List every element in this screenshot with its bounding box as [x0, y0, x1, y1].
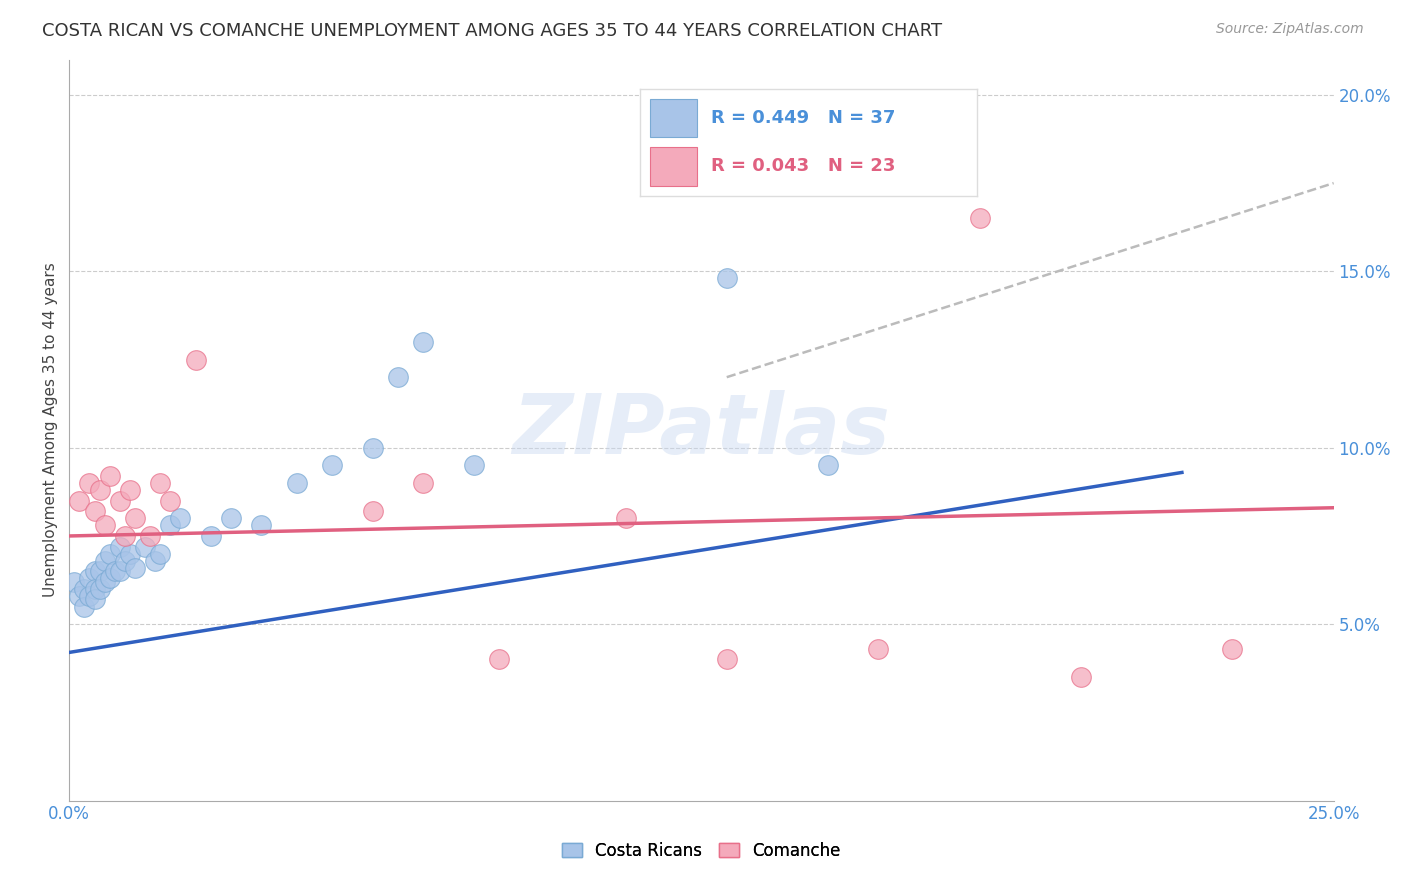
Point: [73, 599, 96, 614]
Point: [79, 589, 101, 603]
Point: [285, 476, 308, 491]
Point: [143, 554, 166, 568]
Point: [83, 592, 105, 607]
Point: [83, 564, 105, 578]
Point: [412, 334, 434, 349]
Point: [149, 547, 172, 561]
Y-axis label: Unemployment Among Ages 35 to 44 years: Unemployment Among Ages 35 to 44 years: [44, 263, 58, 598]
Point: [463, 458, 485, 473]
Point: [73, 582, 96, 596]
Point: [250, 518, 273, 533]
Point: [118, 547, 141, 561]
Point: [1070, 670, 1092, 684]
Point: [108, 564, 131, 578]
Point: [93, 574, 115, 589]
Point: [67, 493, 90, 508]
Point: [108, 493, 131, 508]
Point: [817, 458, 839, 473]
Point: [200, 529, 222, 543]
Point: [716, 652, 738, 666]
Point: [219, 511, 242, 525]
Point: [321, 458, 343, 473]
Bar: [650, 99, 697, 137]
Point: [114, 554, 136, 568]
Point: [108, 540, 131, 554]
Point: [98, 469, 121, 483]
Text: Source: ZipAtlas.com: Source: ZipAtlas.com: [1216, 22, 1364, 37]
Point: [118, 483, 141, 497]
Point: [98, 571, 121, 585]
Point: [1222, 641, 1244, 656]
Point: [184, 352, 207, 367]
Point: [488, 652, 510, 666]
Point: [716, 271, 738, 285]
Point: [104, 564, 127, 578]
Point: [169, 511, 191, 525]
Point: [89, 483, 111, 497]
Point: [83, 504, 105, 518]
Point: [149, 476, 172, 491]
Point: [93, 518, 115, 533]
Point: [139, 529, 162, 543]
Text: R = 0.043   N = 23: R = 0.043 N = 23: [710, 157, 896, 175]
Point: [93, 554, 115, 568]
Bar: [650, 147, 697, 186]
Point: [89, 582, 111, 596]
Point: [67, 589, 90, 603]
Point: [114, 529, 136, 543]
Point: [63, 574, 86, 589]
Point: [361, 504, 384, 518]
Point: [89, 564, 111, 578]
Point: [969, 211, 991, 226]
Point: [387, 370, 409, 384]
Point: [159, 493, 181, 508]
Text: ZIPatlas: ZIPatlas: [513, 390, 890, 471]
Point: [614, 511, 637, 525]
Point: [868, 641, 890, 656]
Text: R = 0.449   N = 37: R = 0.449 N = 37: [710, 109, 896, 127]
Text: COSTA RICAN VS COMANCHE UNEMPLOYMENT AMONG AGES 35 TO 44 YEARS CORRELATION CHART: COSTA RICAN VS COMANCHE UNEMPLOYMENT AMO…: [42, 22, 942, 40]
Point: [124, 511, 146, 525]
Point: [361, 441, 384, 455]
Legend: Costa Ricans, Comanche: Costa Ricans, Comanche: [555, 835, 848, 866]
Point: [134, 540, 156, 554]
Point: [412, 476, 434, 491]
Point: [159, 518, 181, 533]
Point: [124, 560, 146, 574]
Point: [98, 547, 121, 561]
Point: [83, 582, 105, 596]
Point: [79, 571, 101, 585]
Point: [79, 476, 101, 491]
